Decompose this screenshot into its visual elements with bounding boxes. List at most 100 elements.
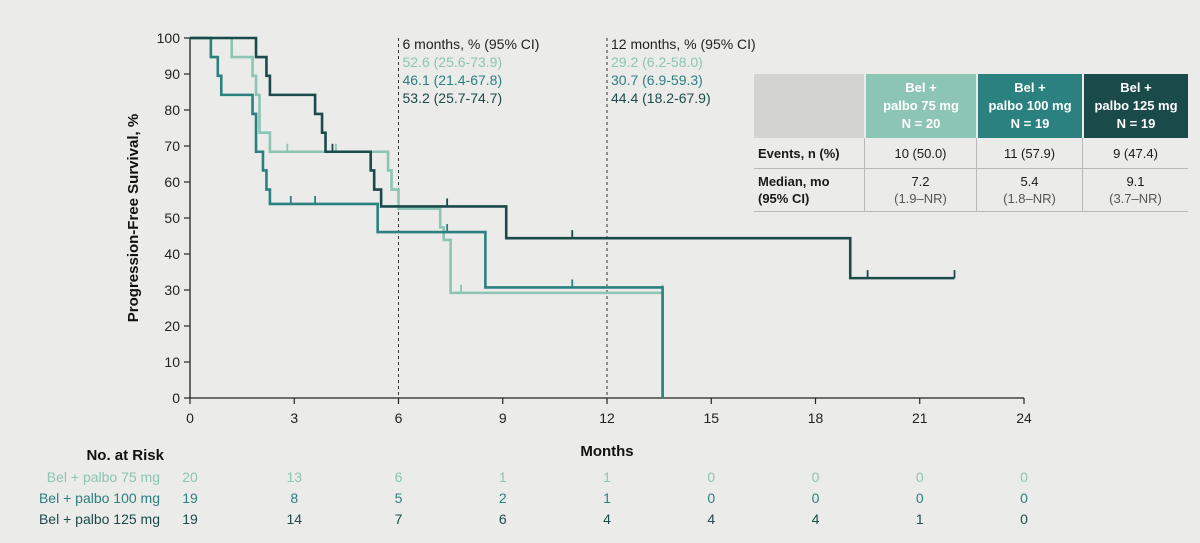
- risk-value-bel100: 19: [182, 490, 198, 506]
- risk-value-bel125: 6: [499, 511, 507, 527]
- events-bel100: 11 (57.9): [976, 138, 1082, 169]
- risk-value-bel75: 0: [916, 469, 924, 485]
- y-tick-label: 10: [164, 354, 180, 370]
- header-bel75-line3: N = 20: [901, 116, 941, 131]
- y-tick-label: 40: [164, 246, 180, 262]
- header-bel100-line3: N = 19: [1010, 116, 1050, 131]
- header-bel125: Bel + palbo 125 mg N = 19: [1082, 74, 1188, 138]
- reference-lines: [398, 38, 608, 398]
- risk-value-bel125: 14: [286, 511, 302, 527]
- risk-value-bel100: 2: [499, 490, 507, 506]
- risk-value-bel75: 0: [812, 469, 820, 485]
- median-bel125: 9.1 (3.7–NR): [1082, 169, 1188, 212]
- y-tick-label: 30: [164, 282, 180, 298]
- median-label-line2: (95% CI): [758, 191, 810, 206]
- events-label: Events, n (%): [754, 138, 864, 169]
- events-bel75: 10 (50.0): [864, 138, 976, 169]
- axes: 0 3 6 9 12 15 18 21 24 0 10 20 30 40 50 60 70 80 90 100 Mont…: [125, 30, 1032, 460]
- header-bel125-line3: N = 19: [1116, 116, 1156, 131]
- header-bel75-line2: palbo 75 mg: [883, 98, 959, 113]
- risk-value-bel125: 4: [812, 511, 820, 527]
- y-tick-label: 50: [164, 210, 180, 226]
- risk-value-bel75: 13: [286, 469, 302, 485]
- risk-value-bel75: 6: [395, 469, 403, 485]
- risk-value-bel125: 4: [707, 511, 715, 527]
- header-bel125-line1: Bel +: [1120, 80, 1152, 95]
- median-value-bel100: 5.4: [1020, 174, 1039, 189]
- median-ci-bel100: (1.8–NR): [1003, 191, 1056, 206]
- risk-value-bel100: 0: [812, 490, 820, 506]
- x-tick-label: 24: [1016, 410, 1032, 426]
- annotation-6mo-bel125: 53.2 (25.7-74.7): [403, 90, 503, 106]
- risk-value-bel75: 0: [707, 469, 715, 485]
- y-tick-label: 0: [172, 390, 180, 406]
- header-bel100-line1: Bel +: [1014, 80, 1046, 95]
- risk-value-bel75: 20: [182, 469, 198, 485]
- summary-table: Bel + palbo 75 mg N = 20 Bel + palbo 100…: [754, 74, 1188, 212]
- header-bel75: Bel + palbo 75 mg N = 20: [864, 74, 976, 138]
- risk-value-bel125: 4: [603, 511, 611, 527]
- x-tick-label: 0: [186, 410, 194, 426]
- risk-value-bel75: 1: [499, 469, 507, 485]
- median-bel75: 7.2 (1.9–NR): [864, 169, 976, 212]
- risk-value-bel125: 0: [1020, 511, 1028, 527]
- curve-bel125: [190, 36, 955, 280]
- x-tick-label: 15: [703, 410, 719, 426]
- survival-curves: [190, 36, 956, 398]
- x-tick-label: 18: [808, 410, 824, 426]
- median-value-bel75: 7.2: [911, 174, 930, 189]
- risk-value-bel100: 0: [916, 490, 924, 506]
- x-tick-label: 12: [599, 410, 615, 426]
- header-bel125-line2: palbo 125 mg: [1094, 98, 1178, 113]
- landmark-annotations: 6 months, % (95% CI) 52.6 (25.6-73.9) 46.1…: [403, 36, 756, 106]
- risk-label-bel125: Bel + palbo 125 mg: [39, 511, 160, 527]
- annotation-12mo-bel125: 44.4 (18.2-67.9): [611, 90, 711, 106]
- median-label-line1: Median, mo: [758, 174, 830, 189]
- risk-value-bel100: 0: [707, 490, 715, 506]
- risk-value-bel125: 19: [182, 511, 198, 527]
- risk-label-bel100: Bel + palbo 100 mg: [39, 490, 160, 506]
- risk-value-bel75: 1: [603, 469, 611, 485]
- risk-value-bel100: 1: [603, 490, 611, 506]
- annotation-12mo-bel75: 29.2 (6.2-58.0): [611, 54, 703, 70]
- annotation-12mo-header: 12 months, % (95% CI): [611, 36, 756, 52]
- x-tick-label: 21: [912, 410, 928, 426]
- risk-title: No. at Risk: [86, 447, 164, 464]
- median-value-bel125: 9.1: [1126, 174, 1145, 189]
- y-tick-label: 60: [164, 174, 180, 190]
- table-corner: [754, 74, 864, 138]
- risk-value-bel125: 7: [395, 511, 403, 527]
- risk-value-bel125: 1: [916, 511, 924, 527]
- curve-bel75: [190, 36, 664, 398]
- risk-value-bel100: 0: [1020, 490, 1028, 506]
- annotation-6mo-bel100: 46.1 (21.4-67.8): [403, 72, 503, 88]
- risk-label-bel75: Bel + palbo 75 mg: [47, 469, 160, 485]
- median-label: Median, mo (95% CI): [754, 169, 864, 212]
- y-tick-label: 80: [164, 102, 180, 118]
- risk-value-bel100: 5: [395, 490, 403, 506]
- median-ci-bel125: (3.7–NR): [1109, 191, 1162, 206]
- median-bel100: 5.4 (1.8–NR): [976, 169, 1082, 212]
- x-tick-label: 6: [395, 410, 403, 426]
- annotation-6mo-bel75: 52.6 (25.6-73.9): [403, 54, 503, 70]
- header-bel100-line2: palbo 100 mg: [988, 98, 1072, 113]
- annotation-12mo-bel100: 30.7 (6.9-59.3): [611, 72, 703, 88]
- x-tick-label: 3: [290, 410, 298, 426]
- header-bel100: Bel + palbo 100 mg N = 19: [976, 74, 1082, 138]
- median-ci-bel75: (1.9–NR): [894, 191, 947, 206]
- events-bel125: 9 (47.4): [1082, 138, 1188, 169]
- y-tick-label: 90: [164, 66, 180, 82]
- risk-value-bel75: 0: [1020, 469, 1028, 485]
- risk-value-bel100: 8: [290, 490, 298, 506]
- annotation-6mo-header: 6 months, % (95% CI): [403, 36, 540, 52]
- y-tick-label: 100: [157, 30, 181, 46]
- curve-bel100: [190, 36, 664, 398]
- y-tick-label: 20: [164, 318, 180, 334]
- y-axis-title: Progression-Free Survival, %: [125, 114, 142, 322]
- header-bel75-line1: Bel +: [905, 80, 937, 95]
- y-tick-label: 70: [164, 138, 180, 154]
- x-axis-title: Months: [580, 443, 633, 460]
